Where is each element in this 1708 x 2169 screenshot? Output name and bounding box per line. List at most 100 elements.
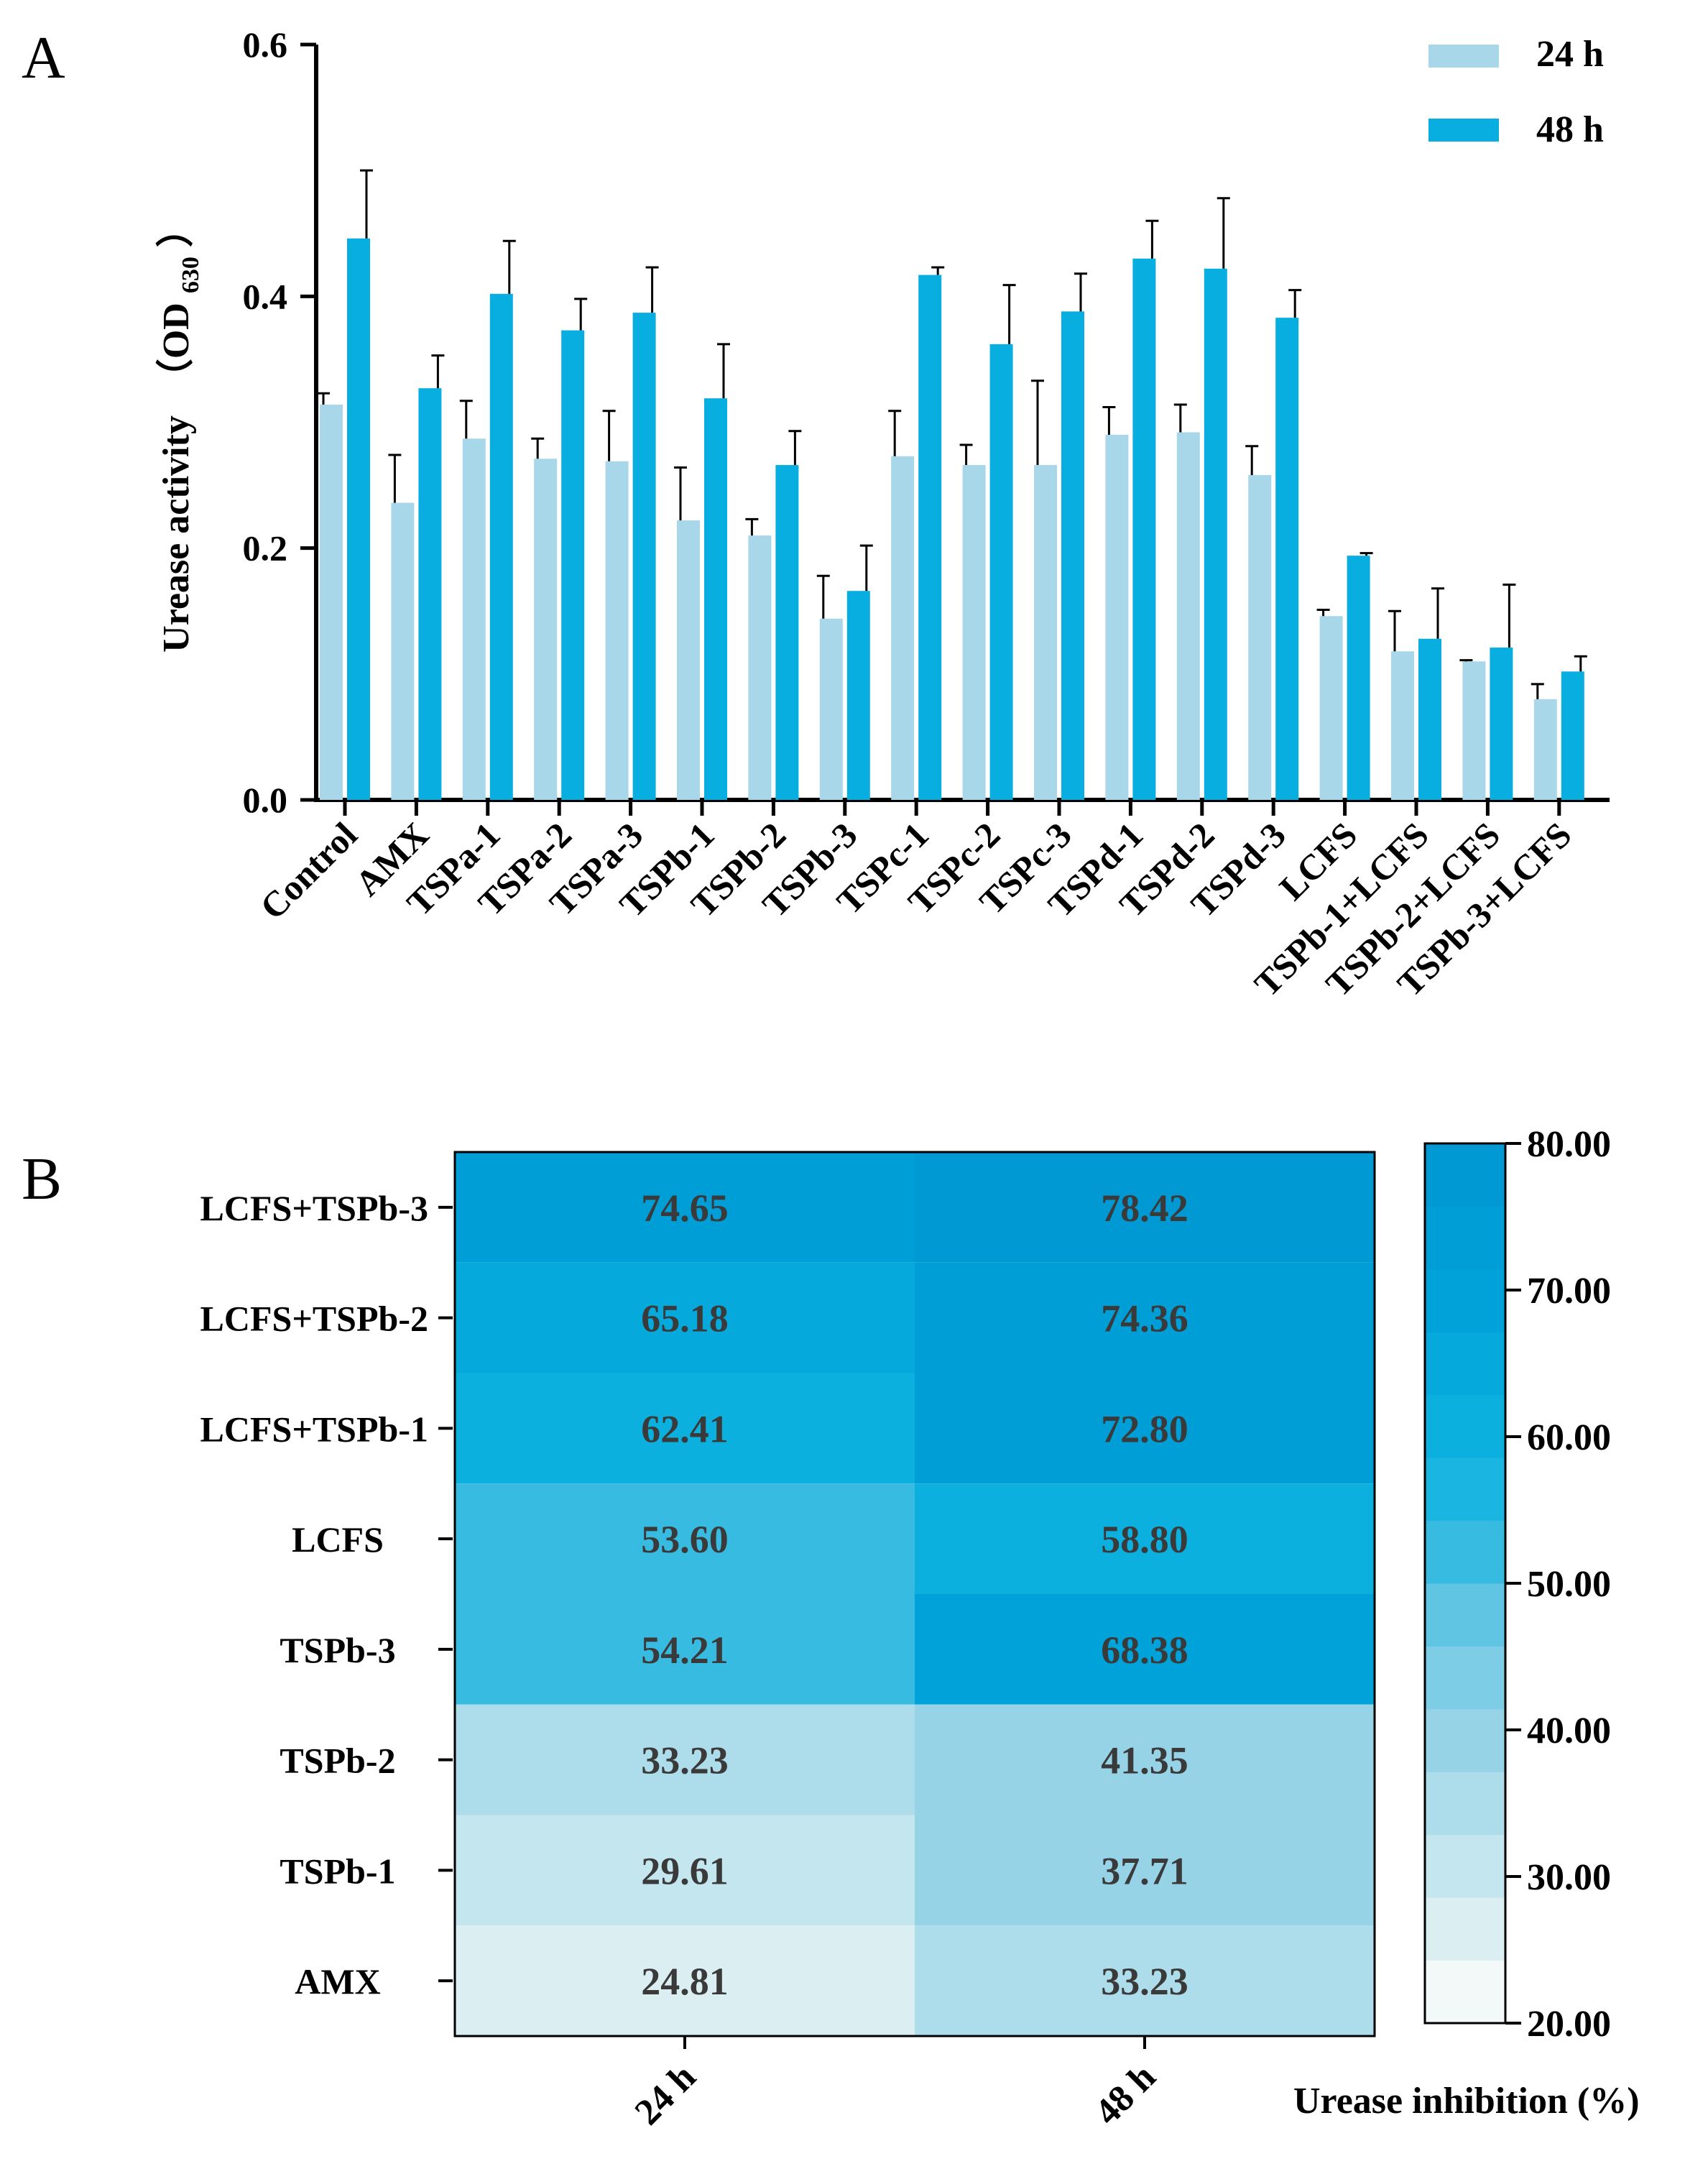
- colorbar-tick-label: 40.00: [1527, 1710, 1611, 1751]
- bar-48h: [347, 238, 370, 800]
- bar-48h: [1204, 268, 1227, 801]
- heatmap-cell-label: 33.23: [1101, 1960, 1188, 2003]
- bar-24h: [1034, 465, 1057, 800]
- y-axis-label-open: （OD: [155, 303, 197, 396]
- heatmap-cell: [455, 1483, 915, 1594]
- panel-a-letter: A: [22, 24, 65, 91]
- colorbar-step: [1425, 1897, 1505, 1961]
- heatmap-cell: [915, 1262, 1375, 1373]
- y-tick-label: 0.6: [243, 24, 288, 65]
- bar-48h: [632, 313, 656, 801]
- row-label: TSPb-2: [280, 1741, 395, 1781]
- legend: 24 h 48 h: [1428, 34, 1604, 150]
- bar-48h: [1490, 648, 1513, 800]
- colorbar-step: [1425, 1583, 1505, 1647]
- colorbar-tick-label: 70.00: [1527, 1271, 1611, 1312]
- heatmap-border: [453, 1151, 1376, 2037]
- colorbar-step: [1425, 1772, 1505, 1836]
- heatmap-cell-label: 74.65: [641, 1187, 729, 1230]
- bar-24h: [962, 465, 986, 800]
- colorbar-step: [1425, 1143, 1505, 1207]
- colorbar-step: [1425, 1206, 1505, 1270]
- bar-48h: [704, 398, 727, 800]
- bar-48h: [846, 591, 870, 800]
- bar-48h: [418, 388, 442, 800]
- heatmap: 74.65 78.42 LCFS+TSPb-3 65.18 74.36 LCFS+TSPb…: [200, 1124, 1611, 2133]
- panel-b-letter: B: [22, 1146, 62, 1212]
- row-label: TSPb-1: [280, 1851, 395, 1891]
- colorbar-step: [1425, 1708, 1505, 1772]
- y-axis-label-main: Urease activity: [156, 415, 197, 653]
- colorbar-step: [1425, 1332, 1505, 1396]
- bar-48h: [989, 344, 1013, 800]
- heatmap-cell-label: 65.18: [641, 1297, 729, 1340]
- heatmap-cell-label: 29.61: [641, 1849, 729, 1892]
- heatmap-cell-label: 33.23: [641, 1739, 729, 1782]
- bar-48h: [1561, 671, 1584, 800]
- bar-24h: [462, 438, 486, 800]
- bar-48h: [1061, 311, 1084, 800]
- bar-48h: [489, 293, 513, 801]
- y-tick-label: 0.4: [243, 276, 288, 316]
- heatmap-cell: [915, 1483, 1375, 1594]
- row-label: LCFS: [292, 1519, 384, 1560]
- bar-24h: [320, 404, 343, 800]
- heatmap-cell: [455, 1373, 915, 1484]
- colorbar-tick-label: 60.00: [1527, 1417, 1611, 1458]
- bar-48h: [561, 330, 585, 801]
- heatmap-cell-label: 53.60: [641, 1518, 729, 1561]
- bar-24h: [1248, 475, 1272, 800]
- legend-swatch-24h: [1428, 45, 1499, 68]
- heatmap-cell: [455, 1594, 915, 1705]
- bar-24h: [891, 456, 915, 800]
- bar-24h: [677, 520, 700, 800]
- heatmap-cell-label: 24.81: [641, 1960, 729, 2003]
- y-tick-label: 0.2: [243, 528, 288, 568]
- column-label: 24 h: [627, 2056, 704, 2133]
- heatmap-cell: [915, 1925, 1375, 2036]
- colorbar-step: [1425, 1646, 1505, 1710]
- heatmap-cell-label: 58.80: [1101, 1518, 1188, 1561]
- heatmap-cell: [455, 1262, 915, 1373]
- bar-24h: [748, 535, 772, 800]
- bar-24h: [1462, 661, 1486, 800]
- colorbar-tick-label: 20.00: [1527, 2004, 1611, 2045]
- y-tick-label: 0.0: [243, 780, 288, 820]
- heatmap-cell: [915, 1594, 1375, 1705]
- heatmap-cell-label: 68.38: [1101, 1629, 1188, 1672]
- heatmap-cell-label: 54.21: [641, 1629, 729, 1672]
- heatmap-cell-label: 78.42: [1101, 1187, 1188, 1230]
- bar-24h: [1176, 432, 1200, 800]
- colorbar-step: [1425, 1394, 1505, 1458]
- row-label: TSPb-3: [280, 1630, 395, 1670]
- colorbar-step: [1425, 1457, 1505, 1521]
- y-axis-label: Urease activity （OD 630 ）: [155, 210, 207, 653]
- heatmap-cell: [455, 1152, 915, 1263]
- heatmap-cell: [915, 1373, 1375, 1484]
- colorbar-tick-label: 50.00: [1527, 1564, 1611, 1605]
- legend-label-24h: 24 h: [1536, 34, 1604, 75]
- bar-48h: [775, 465, 799, 800]
- x-tick-label: Control: [252, 814, 365, 927]
- heatmap-cell-label: 74.36: [1101, 1297, 1188, 1340]
- heatmap-cell-label: 37.71: [1101, 1849, 1188, 1892]
- colorbar-tick-label: 30.00: [1527, 1857, 1611, 1898]
- bar-48h: [1275, 318, 1299, 800]
- heatmap-cell: [915, 1815, 1375, 1926]
- legend-swatch-48h: [1428, 119, 1499, 142]
- heatmap-cell: [915, 1704, 1375, 1815]
- row-label: LCFS+TSPb-2: [200, 1299, 428, 1339]
- colorbar-label: Urease inhibition (%): [1293, 2081, 1640, 2122]
- bar-48h: [1132, 258, 1156, 800]
- colorbar-step: [1425, 1268, 1505, 1332]
- column-label: 48 h: [1087, 2056, 1164, 2133]
- bar-24h: [1105, 435, 1129, 800]
- bar-24h: [605, 461, 629, 800]
- heatmap-cell: [455, 1815, 915, 1926]
- heatmap-cell: [455, 1925, 915, 2036]
- bar-24h: [1533, 699, 1557, 800]
- heatmap-cell-label: 41.35: [1101, 1739, 1188, 1782]
- colorbar-step: [1425, 1520, 1505, 1584]
- bar-48h: [1418, 638, 1441, 800]
- bar-24h: [1391, 651, 1414, 800]
